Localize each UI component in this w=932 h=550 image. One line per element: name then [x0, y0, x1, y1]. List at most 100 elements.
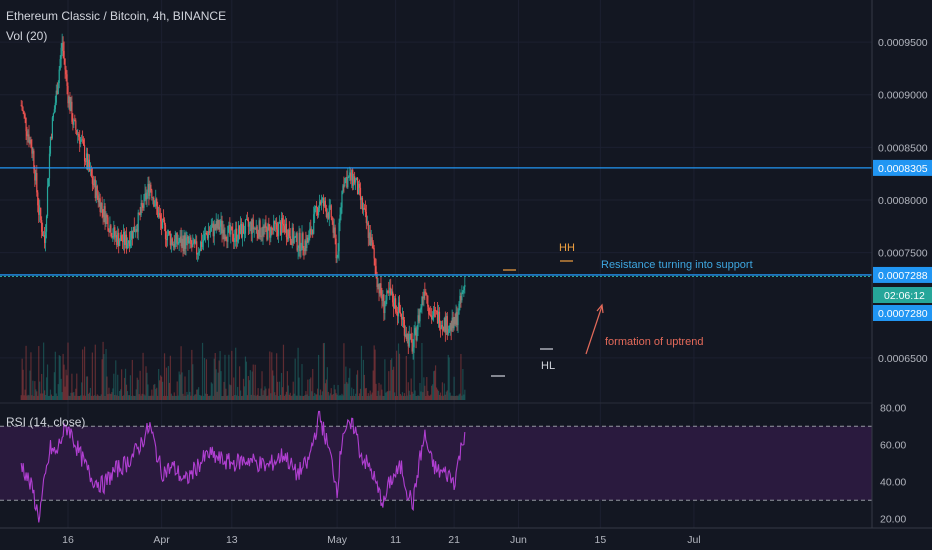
volume-bar — [278, 381, 281, 400]
volume-bar — [406, 395, 408, 400]
volume-bar — [369, 390, 371, 400]
candle-body — [213, 224, 215, 237]
volume-bar — [344, 383, 346, 400]
candle-body — [223, 229, 225, 240]
volume-bar — [28, 395, 30, 400]
time-axis[interactable]: 16 Apr 13 May 11 21 Jun 15 Jul — [62, 534, 701, 546]
candle-body — [390, 287, 392, 295]
volume-bar — [332, 393, 334, 400]
candle-body — [444, 318, 446, 333]
rsi-scale[interactable]: 80.00 60.00 40.00 20.00 — [880, 403, 906, 526]
volume-bar — [92, 395, 94, 400]
volume-bar — [152, 395, 154, 400]
candle-body — [310, 228, 312, 235]
volume-bar — [318, 395, 321, 400]
candle-body — [327, 213, 329, 219]
volume-bar — [383, 395, 385, 400]
volume-bar — [394, 392, 396, 400]
volume-bar — [138, 394, 140, 400]
volume-bar — [225, 388, 227, 400]
volume-bar — [340, 395, 342, 400]
volume-bar — [419, 382, 421, 400]
volume-bar — [26, 395, 28, 400]
candle-body — [455, 312, 457, 325]
candle-body — [110, 225, 112, 236]
chart-title[interactable]: Ethereum Classic / Bitcoin, 4h, BINANCE — [6, 9, 226, 23]
candle-body — [395, 298, 397, 312]
candle-body — [64, 58, 66, 70]
volume-bar — [379, 395, 381, 400]
candle-body — [122, 231, 125, 242]
price-scale[interactable]: 0.0009500 0.0009000 0.0008500 0.0008000 0.00… — [878, 37, 928, 365]
candle-body — [252, 219, 254, 230]
candle-body — [35, 172, 37, 181]
candle-body — [331, 217, 333, 222]
candle-body — [262, 226, 264, 236]
volume-bar — [205, 359, 208, 400]
candle-body — [92, 183, 94, 186]
candle-body — [355, 179, 357, 183]
volume-bar — [229, 384, 231, 400]
price-tick-label: 0.0009000 — [878, 90, 928, 102]
volume-bar — [67, 342, 69, 400]
candle-body — [208, 231, 210, 233]
candle-body — [431, 315, 433, 320]
candle-body — [441, 325, 443, 327]
volume-bar — [452, 395, 454, 400]
volume-bar — [180, 346, 182, 400]
candle-body — [314, 208, 316, 215]
candle-body — [136, 229, 138, 232]
volume-bar — [147, 384, 149, 400]
volume-bar — [39, 381, 41, 400]
volume-bar — [388, 371, 390, 400]
volume-bar — [420, 391, 422, 400]
candle-body — [381, 295, 383, 301]
candle-body — [260, 235, 262, 237]
candle-body — [105, 214, 107, 225]
volume-bar — [222, 395, 224, 400]
candle-body — [49, 136, 52, 154]
volume-bar — [361, 395, 364, 400]
candle-body — [278, 223, 280, 237]
candle-body — [447, 332, 449, 335]
volume-bar — [393, 366, 395, 400]
candle-body — [50, 136, 53, 139]
candle-body — [418, 315, 420, 322]
volume-bar — [293, 393, 295, 400]
price-tick-label: 0.0006500 — [878, 353, 928, 365]
volume-bar — [98, 395, 100, 400]
rsi-legend[interactable]: RSI (14, close) — [6, 415, 85, 429]
candle-body — [91, 176, 93, 184]
candle-body — [202, 239, 205, 242]
candle-body — [306, 237, 308, 249]
candle-body — [400, 313, 403, 320]
candle-body — [235, 228, 237, 238]
volume-bar — [306, 394, 308, 400]
candle-body — [324, 200, 326, 209]
candle-body — [75, 120, 77, 131]
volume-bar — [79, 395, 81, 400]
candle-body — [417, 315, 419, 330]
volume-bar — [74, 395, 76, 400]
volume-bar — [351, 387, 353, 400]
candle-body — [428, 306, 430, 315]
candle-body — [44, 235, 46, 243]
candle-body — [462, 290, 464, 293]
volume-bar — [213, 358, 215, 400]
candle-body — [61, 42, 63, 48]
volume-legend[interactable]: Vol (20) — [6, 29, 47, 43]
volume-bar — [330, 388, 332, 400]
candle-body — [350, 172, 352, 181]
volume-bar — [131, 359, 133, 400]
candle-body — [259, 220, 261, 237]
volume-bar — [326, 367, 328, 400]
candle-body — [273, 220, 275, 231]
volume-bar — [249, 370, 251, 400]
volume-bar — [239, 366, 241, 400]
volume-bar — [155, 389, 157, 400]
candle-body — [135, 229, 137, 232]
volume-bar — [397, 343, 400, 400]
candle-body — [46, 186, 49, 217]
volume-bar — [433, 371, 435, 400]
